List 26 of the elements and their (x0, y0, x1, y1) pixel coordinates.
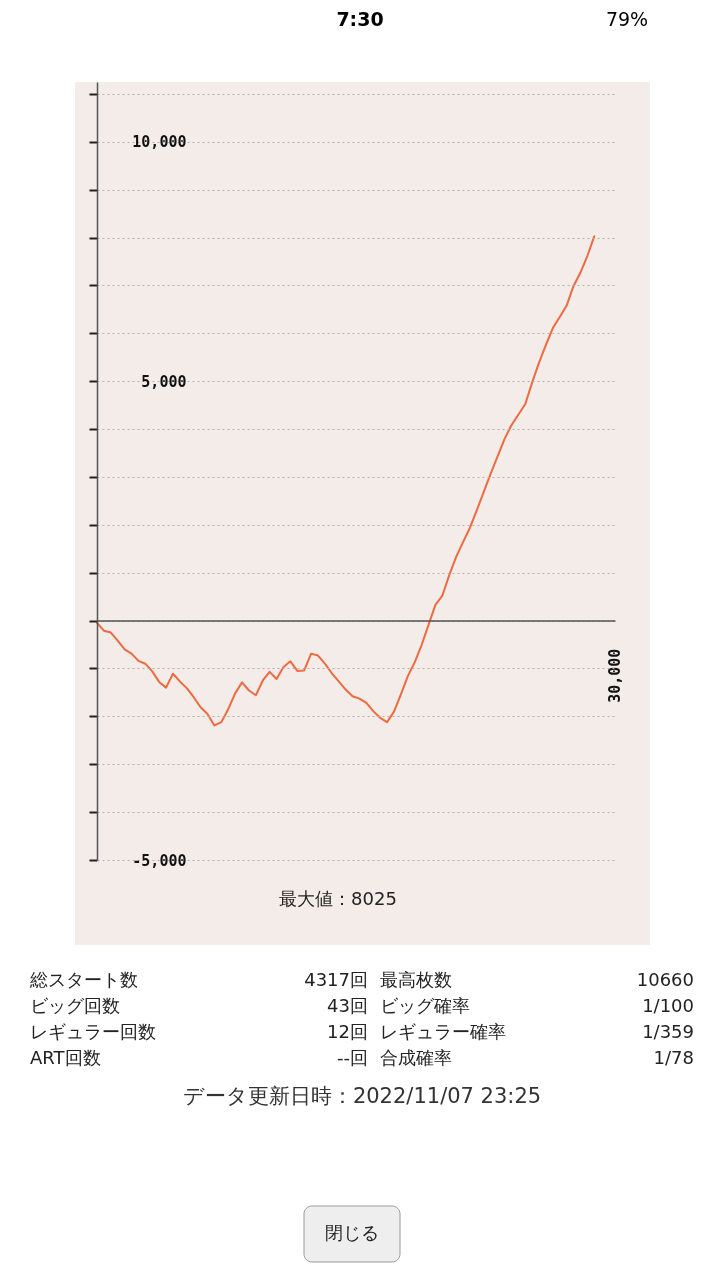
text: 最高枚数 (380, 969, 452, 990)
text: 総スタート数 (29, 969, 138, 990)
text: 最大値：8025 (279, 888, 397, 909)
text: 4317回 (304, 969, 368, 990)
annotation: 30,000 (606, 648, 624, 703)
text: 合成確率 (380, 1047, 452, 1068)
text: レギュラー確率 (380, 1021, 506, 1042)
text: ビッグ確率 (380, 995, 470, 1016)
text: ART回数 (30, 1047, 101, 1068)
text: データ更新日時：2022/11/07 23:25 (182, 1084, 542, 1108)
text: --回 (337, 1047, 368, 1068)
y-tick-label: 5,000 (141, 372, 187, 391)
text: 10660 (636, 969, 694, 990)
text: 79% (605, 8, 649, 30)
text: レギュラー回数 (30, 1021, 156, 1042)
y-tick-label: -5,000 (132, 851, 187, 870)
line-series (96, 235, 596, 727)
text: 1/100 (642, 995, 694, 1016)
text: 1/359 (642, 1021, 694, 1042)
text: ビッグ回数 (30, 995, 120, 1016)
text: 12回 (327, 1021, 368, 1042)
text: 43回 (327, 995, 368, 1016)
text: 閉じる (325, 1222, 379, 1243)
text: 7:30 (336, 8, 384, 30)
text: 1/78 (653, 1047, 694, 1068)
y-tick-label: 10,000 (132, 133, 187, 152)
